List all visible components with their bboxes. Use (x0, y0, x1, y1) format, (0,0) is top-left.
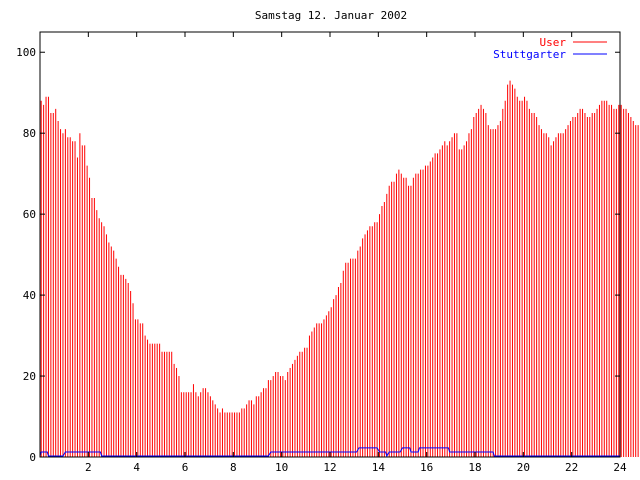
x-tick-label: 22 (565, 461, 578, 474)
x-tick-label: 2 (85, 461, 92, 474)
y-tick-label: 80 (23, 127, 36, 140)
x-tick-label: 18 (468, 461, 481, 474)
x-tick-label: 14 (372, 461, 386, 474)
legend-label-stuttgarter: Stuttgarter (493, 48, 566, 61)
x-tick-label: 6 (182, 461, 189, 474)
x-tick-label: 20 (517, 461, 530, 474)
plot-border (39, 31, 621, 458)
y-tick-label: 20 (23, 370, 36, 383)
x-tick-label: 24 (613, 461, 627, 474)
stuttgarter-line (39, 447, 620, 458)
x-tick-label: 10 (275, 461, 288, 474)
x-tick-label: 8 (230, 461, 237, 474)
y-tick-label: 40 (23, 289, 36, 302)
y-tick-label: 0 (29, 451, 36, 464)
y-tick-label: 60 (23, 208, 36, 221)
legend: User Stuttgarter (493, 36, 607, 61)
chart-title: Samstag 12. Januar 2002 (255, 9, 407, 22)
x-tick-label: 16 (420, 461, 433, 474)
x-tick-label: 4 (133, 461, 140, 474)
legend-label-user: User (540, 36, 567, 49)
x-tick-label: 12 (323, 461, 336, 474)
y-tick-label: 100 (16, 46, 36, 59)
